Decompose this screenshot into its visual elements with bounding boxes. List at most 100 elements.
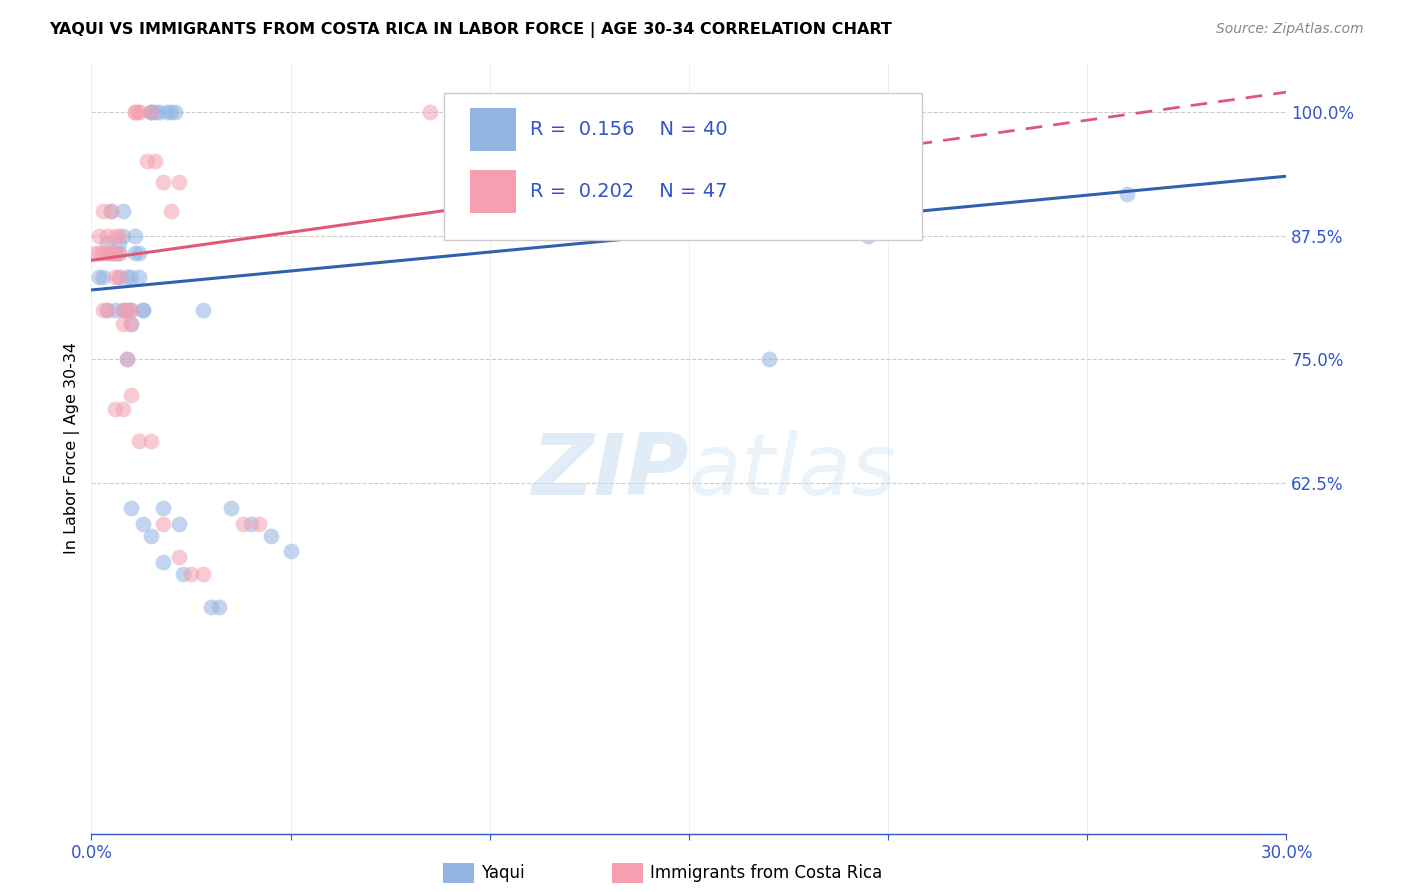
Point (128, 104, 150, 119)
Point (419, 104, 441, 119)
Point (758, 352, 780, 367)
Point (115, 302, 138, 317)
Point (132, 302, 155, 317)
Point (96, 302, 118, 317)
Point (104, 401, 127, 416)
Point (143, 104, 166, 119)
Point (143, 154, 166, 169)
Point (108, 246, 131, 260)
Point (191, 566, 214, 581)
Point (658, 171, 681, 186)
Point (141, 529, 162, 543)
Point (132, 517, 155, 532)
Point (104, 246, 127, 260)
Point (115, 270, 138, 285)
Text: Yaqui: Yaqui (481, 864, 524, 882)
FancyBboxPatch shape (470, 109, 516, 151)
Point (128, 104, 150, 119)
Point (112, 302, 135, 317)
Point (156, 104, 179, 119)
Point (167, 175, 190, 189)
Point (104, 302, 127, 317)
Point (141, 104, 162, 119)
Point (93, 203, 115, 218)
Point (89, 270, 111, 285)
Point (89, 228, 111, 243)
Point (219, 500, 242, 515)
Point (239, 517, 262, 532)
Point (163, 104, 186, 119)
Point (115, 352, 138, 367)
Point (108, 246, 131, 260)
Point (100, 246, 122, 260)
Point (1116, 186, 1139, 201)
Point (152, 517, 174, 532)
Point (112, 203, 135, 218)
Point (96, 246, 118, 260)
Point (115, 352, 138, 367)
Point (160, 203, 183, 218)
Point (167, 549, 190, 564)
Point (104, 270, 127, 285)
Point (141, 104, 162, 119)
Point (152, 175, 174, 189)
Point (259, 529, 281, 543)
Point (112, 317, 135, 331)
Point (108, 270, 131, 285)
Point (120, 317, 142, 331)
Text: Source: ZipAtlas.com: Source: ZipAtlas.com (1216, 22, 1364, 37)
Point (141, 104, 162, 119)
Point (104, 246, 127, 260)
Point (120, 302, 142, 317)
Text: atlas: atlas (689, 430, 897, 513)
Text: R =  0.156    N = 40: R = 0.156 N = 40 (530, 120, 728, 139)
Point (128, 270, 150, 285)
Point (112, 302, 135, 317)
Point (120, 270, 142, 285)
Point (96, 302, 118, 317)
Point (84, 246, 107, 260)
Point (191, 302, 214, 317)
Point (128, 246, 150, 260)
Text: YAQUI VS IMMIGRANTS FROM COSTA RICA IN LABOR FORCE | AGE 30-34 CORRELATION CHART: YAQUI VS IMMIGRANTS FROM COSTA RICA IN L… (49, 22, 891, 38)
Point (100, 203, 122, 218)
Point (93, 246, 115, 260)
Point (115, 302, 138, 317)
Point (104, 246, 127, 260)
Point (136, 154, 159, 169)
Point (100, 246, 122, 260)
Point (108, 236, 131, 251)
Text: ZIP: ZIP (531, 430, 689, 513)
Point (200, 599, 222, 614)
Point (120, 500, 142, 515)
Point (167, 517, 190, 532)
Y-axis label: In Labor Force | Age 30-34: In Labor Force | Age 30-34 (65, 343, 80, 554)
Point (96, 236, 118, 251)
Point (104, 228, 127, 243)
Point (172, 566, 194, 581)
Point (280, 544, 302, 558)
Point (100, 246, 122, 260)
Point (856, 228, 880, 243)
Point (120, 317, 142, 331)
Point (232, 517, 254, 532)
Point (247, 517, 270, 532)
Point (112, 401, 135, 416)
Point (148, 104, 170, 119)
Point (152, 500, 174, 515)
Point (180, 566, 202, 581)
Point (93, 270, 115, 285)
Point (108, 270, 131, 285)
Point (208, 599, 231, 614)
Point (112, 228, 135, 243)
Point (100, 203, 122, 218)
Point (124, 246, 146, 260)
FancyBboxPatch shape (470, 170, 516, 212)
Point (108, 228, 131, 243)
Point (124, 228, 146, 243)
Text: R =  0.202    N = 47: R = 0.202 N = 47 (530, 182, 727, 201)
Point (120, 302, 142, 317)
Point (96, 228, 118, 243)
Point (93, 302, 115, 317)
Point (160, 104, 183, 119)
